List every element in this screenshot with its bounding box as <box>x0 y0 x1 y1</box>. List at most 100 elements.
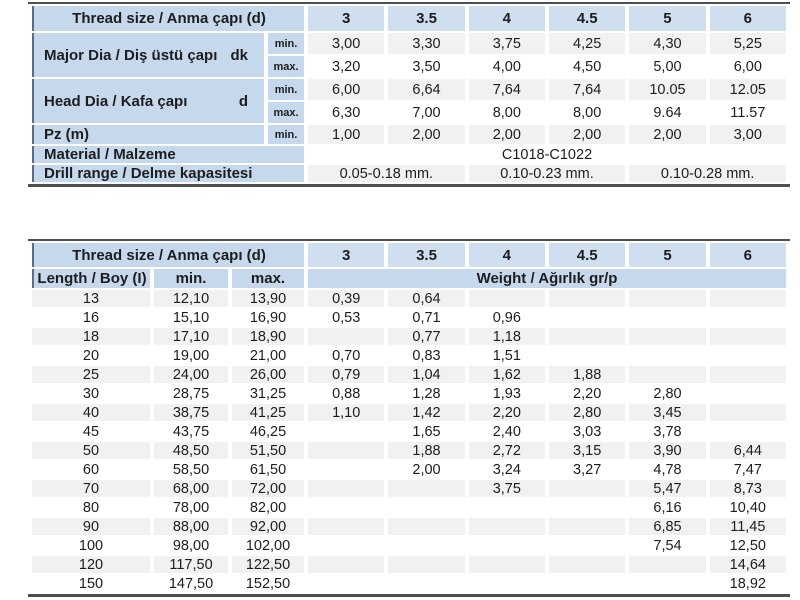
head-dia-min-cell: 6,64 <box>388 79 465 100</box>
weight-cell <box>308 575 385 592</box>
table-row: Thread size / Anma çapı (d) 3 3.5 4 4.5 5 6 <box>32 243 786 267</box>
table-row: 50 48,50 51,50 1,88 2,72 3,15 3,90 6,44 <box>32 442 786 459</box>
range-cell: 12,10 <box>154 290 228 307</box>
weight-table-body: 13 12,10 13,90 0,39 0,64 16 15,10 16,90 0,53 0,71… <box>32 290 786 592</box>
length-cell: 100 <box>32 537 150 554</box>
head-dia-max-cell: 7,00 <box>388 102 465 123</box>
range-cell: 31,25 <box>232 385 305 402</box>
weight-cell <box>549 290 626 307</box>
table-row: max. 6,30 7,00 8,00 8,00 9.64 11.57 <box>32 102 786 123</box>
weight-cell <box>629 556 706 573</box>
size-header-cell: 4 <box>468 243 545 267</box>
major-dia-max-cell: 6,00 <box>709 56 786 77</box>
weight-cell: 14,64 <box>709 556 786 573</box>
row-label-major-dia: Major Dia / Diş üstü çapı dk <box>32 33 264 77</box>
weight-cell <box>308 556 385 573</box>
weight-cell: 1,42 <box>388 404 465 421</box>
pz-value-cell: 3,00 <box>709 125 786 144</box>
head-dia-max-cell: 8,00 <box>548 102 626 123</box>
weight-cell: 1,04 <box>388 366 465 383</box>
weight-cell: 2,72 <box>468 442 545 459</box>
weight-cell <box>709 328 786 345</box>
major-dia-max-cell: 3,20 <box>308 56 385 77</box>
head-dia-min-cell: 10.05 <box>629 79 706 100</box>
weight-cell <box>709 347 786 364</box>
weight-cell: 3,75 <box>468 480 545 497</box>
head-dia-min-cell: 7,64 <box>468 79 545 100</box>
weight-cell: 3,27 <box>549 461 626 478</box>
weight-cell: 5,47 <box>629 480 706 497</box>
weight-cell: 8,73 <box>709 480 786 497</box>
drill-range-cell: 0.05-0.18 mm. <box>308 165 465 182</box>
range-cell: 24,00 <box>154 366 228 383</box>
min-column-header: min. <box>154 269 228 288</box>
weight-cell: 4,78 <box>629 461 706 478</box>
weight-cell <box>629 366 706 383</box>
size-header-cell: 6 <box>709 6 786 31</box>
weight-cell: 3,78 <box>629 423 706 440</box>
weight-cell: 0,77 <box>388 328 465 345</box>
min-label: min. <box>268 79 304 100</box>
major-dia-max-cell: 4,00 <box>468 56 545 77</box>
table-row: 100 98,00 102,00 7,54 12,50 <box>32 537 786 554</box>
weight-cell: 6,85 <box>629 518 706 535</box>
table-row: 40 38,75 41,25 1,10 1,42 2,20 2,80 3,45 <box>32 404 786 421</box>
row-label-text: Major Dia / Diş üstü çapı <box>44 46 218 64</box>
length-cell: 30 <box>32 385 150 402</box>
table-row: 120 117,50 122,50 14,64 <box>32 556 786 573</box>
weight-cell: 2,80 <box>629 385 706 402</box>
range-cell: 61,50 <box>232 461 305 478</box>
major-dia-min-cell: 5,25 <box>709 33 786 54</box>
length-cell: 13 <box>32 290 150 307</box>
weight-cell: 0,83 <box>388 347 465 364</box>
weight-cell <box>549 309 626 326</box>
drill-range-cell: 0.10-0.28 mm. <box>629 165 786 182</box>
weight-cell <box>308 480 385 497</box>
table-row: 45 43,75 46,25 1,65 2,40 3,03 3,78 <box>32 423 786 440</box>
table-row: Drill range / Delme kapasitesi 0.05-0.18… <box>32 165 786 182</box>
weight-cell: 2,20 <box>468 404 545 421</box>
size-header-cell: 5 <box>629 6 706 31</box>
length-cell: 150 <box>32 575 150 592</box>
major-dia-max-cell: 3,50 <box>388 56 465 77</box>
size-header-cell: 4.5 <box>548 6 626 31</box>
weight-cell: 0,71 <box>388 309 465 326</box>
weight-cell: 11,45 <box>709 518 786 535</box>
weight-cell <box>549 347 626 364</box>
weight-cell <box>549 480 626 497</box>
weight-cell: 6,16 <box>629 499 706 516</box>
length-cell: 45 <box>32 423 150 440</box>
range-cell: 152,50 <box>232 575 305 592</box>
weight-cell: 3,15 <box>549 442 626 459</box>
weight-table-wrapper: Thread size / Anma çapı (d) 3 3.5 4 4.5 5 6 L… <box>28 239 790 597</box>
weight-cell <box>468 575 545 592</box>
weight-cell: 2,40 <box>468 423 545 440</box>
length-cell: 70 <box>32 480 150 497</box>
weight-cell: 0,79 <box>308 366 385 383</box>
max-label: max. <box>268 102 304 123</box>
table-row: max. 3,20 3,50 4,00 4,50 5,00 6,00 <box>32 56 786 77</box>
head-dia-max-cell: 8,00 <box>468 102 545 123</box>
weight-cell <box>388 537 465 554</box>
major-dia-min-cell: 3,30 <box>388 33 465 54</box>
range-cell: 18,90 <box>232 328 305 345</box>
weight-cell: 0,96 <box>468 309 545 326</box>
weight-cell <box>388 518 465 535</box>
table-row: 80 78,00 82,00 6,16 10,40 <box>32 499 786 516</box>
range-cell: 51,50 <box>232 442 305 459</box>
weight-cell: 6,44 <box>709 442 786 459</box>
table-row: Major Dia / Diş üstü çapı dk min. 3,00 3,… <box>32 33 786 77</box>
range-cell: 19,00 <box>154 347 228 364</box>
head-dia-min-cell: 12.05 <box>709 79 786 100</box>
weight-cell: 1,62 <box>468 366 545 383</box>
weight-cell: 0,88 <box>308 385 385 402</box>
material-value: C1018-C1022 <box>308 146 786 163</box>
size-header-cell: 4 <box>468 6 545 31</box>
length-cell: 120 <box>32 556 150 573</box>
weight-cell <box>549 537 626 554</box>
weight-cell: 1,51 <box>468 347 545 364</box>
major-dia-min-cell: 3,75 <box>468 33 545 54</box>
weight-cell <box>549 575 626 592</box>
range-cell: 68,00 <box>154 480 228 497</box>
size-header-cell: 6 <box>709 243 786 267</box>
